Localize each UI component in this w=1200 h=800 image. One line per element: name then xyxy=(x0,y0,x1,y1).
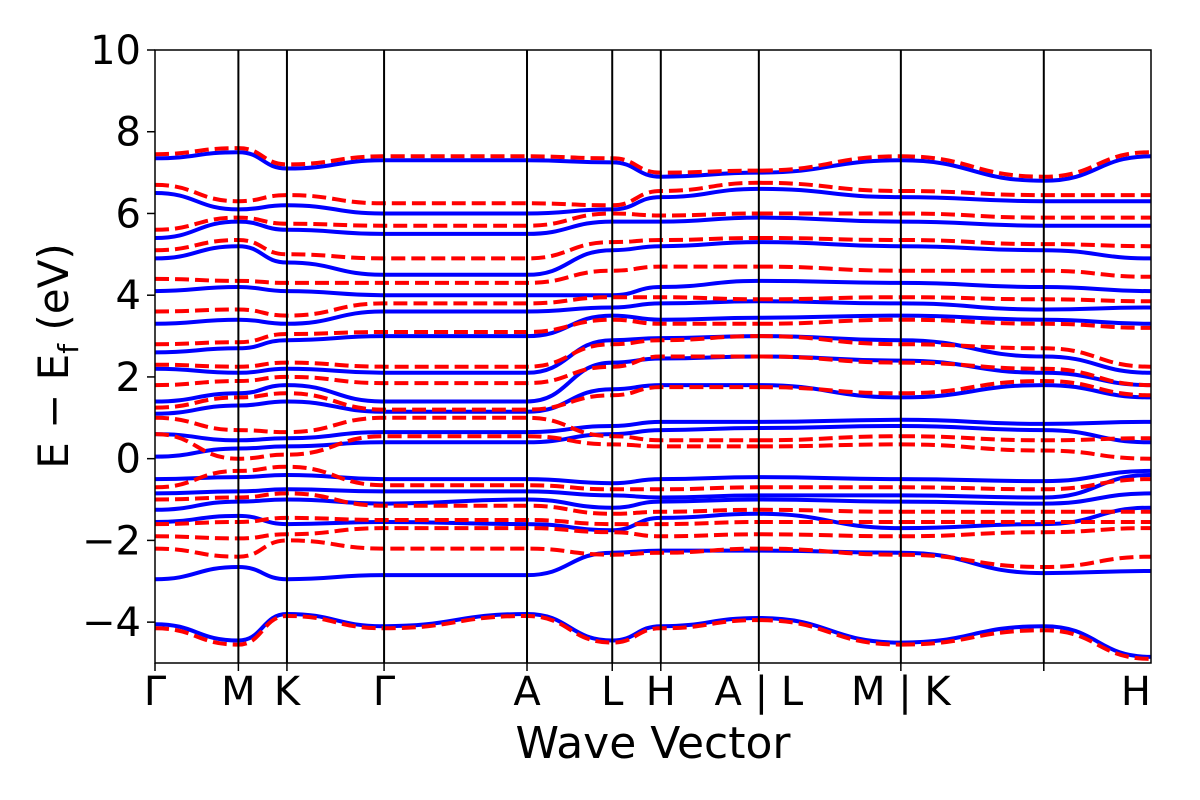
blue-solid-band-13-seg2 xyxy=(900,280,1151,294)
x-tick-label-7: A | L xyxy=(715,669,804,715)
blue-solid-band-8-seg2 xyxy=(900,383,1151,400)
y-tick-label-1: −2 xyxy=(82,518,141,564)
blue-solid-band-6-seg1 xyxy=(758,424,901,430)
red-dashed-band-11-seg1 xyxy=(758,317,901,326)
red-dashed-band-8-seg0 xyxy=(155,385,759,412)
red-dashed-band-7-seg0 xyxy=(155,415,759,443)
red-dashed-band-0-seg0 xyxy=(155,613,759,647)
blue-solid-band-7-seg2 xyxy=(900,417,1151,426)
red-dashed-band-16-seg2 xyxy=(900,189,1151,198)
red-dashed-band-9-seg1 xyxy=(758,354,901,365)
blue-solid-band-1-seg2 xyxy=(900,550,1151,576)
x-tick-label-9: H xyxy=(1121,669,1151,715)
blue-solid-band-12-seg1 xyxy=(758,299,901,306)
blue-solid-band-5-seg0 xyxy=(155,472,759,486)
y-tick-label-0: −4 xyxy=(82,600,141,646)
blue-solid-band-13-seg1 xyxy=(758,278,901,285)
red-dashed-band-9-seg0 xyxy=(155,354,759,388)
red-dashed-band-2-seg0 xyxy=(155,526,759,541)
blue-solid-band-15-seg0 xyxy=(155,215,759,240)
red-dashed-band-7-seg1 xyxy=(758,434,901,443)
red-dashed-band-0-seg2 xyxy=(900,628,1151,661)
blue-solid-band-14-seg0 xyxy=(155,240,759,277)
red-dashed-band-15-seg2 xyxy=(900,211,1151,220)
red-dashed-band-1-seg0 xyxy=(155,538,759,559)
plot-frame xyxy=(154,49,1152,664)
x-tick-label-0: Γ xyxy=(144,669,167,715)
x-tick-label-2: K xyxy=(274,669,302,715)
y-tick-label-6: 8 xyxy=(116,110,141,156)
blue-solid-band-15-seg2 xyxy=(900,219,1151,228)
blue-solid-band-5-seg1 xyxy=(758,475,901,482)
y-tick-label-7: 10 xyxy=(90,28,141,74)
blue-solid-band-11-seg0 xyxy=(155,313,759,355)
high-symmetry-lines xyxy=(237,50,1045,663)
blue-solid-band-0-seg0 xyxy=(155,611,759,643)
red-dashed-band-5-seg0 xyxy=(155,464,759,492)
red-dashed-band-14-seg1 xyxy=(758,236,901,242)
x-tick-label-1: M xyxy=(221,669,256,715)
y-axis-label-subscript: f xyxy=(52,343,85,354)
blue-solid-band-8-seg0 xyxy=(155,383,759,416)
bands-layer xyxy=(155,146,1151,661)
y-axis-label-unit: (eV) xyxy=(29,243,78,344)
red-dashed-band-4-seg0 xyxy=(155,491,759,516)
y-tick-label-5: 6 xyxy=(116,191,141,237)
blue-solid-band-16-seg1 xyxy=(758,186,901,200)
x-tick-label-3: Γ xyxy=(373,669,396,715)
red-dashed-band-13-seg2 xyxy=(900,268,1151,279)
red-dashed-band-14-seg0 xyxy=(155,236,759,261)
red-dashed-band-12-seg1 xyxy=(758,295,901,302)
blue-solid-band-16-seg2 xyxy=(900,195,1151,204)
x-axis-label: Wave Vector xyxy=(516,718,792,769)
blue-solid-band-7-seg1 xyxy=(758,417,901,424)
red-dashed-band-2-seg1 xyxy=(758,532,901,539)
blue-solid-band-3-seg0 xyxy=(155,497,759,512)
red-dashed-band-17-seg0 xyxy=(155,146,759,175)
red-dashed-band-16-seg1 xyxy=(758,180,901,193)
y-axis-ticks: −4 −2 0 2 4 6 8 10 xyxy=(82,28,155,646)
x-tick-label-6: H xyxy=(646,669,676,715)
x-tick-label-4: A xyxy=(513,669,541,715)
red-dashed-band-17-seg1 xyxy=(758,154,901,173)
red-dashed-band-6-seg0 xyxy=(155,432,759,461)
blue-solid-band-17-seg0 xyxy=(155,150,759,179)
red-dashed-band-11-seg0 xyxy=(155,317,759,347)
red-dashed-band-4-seg1 xyxy=(758,507,901,514)
red-dashed-band-13-seg1 xyxy=(758,264,901,273)
red-dashed-band-13-seg0 xyxy=(155,264,759,285)
red-dashed-band-6-seg1 xyxy=(758,442,901,449)
blue-solid-band-17-seg1 xyxy=(758,158,901,175)
blue-solid-band-3-seg1 xyxy=(758,497,901,504)
red-dashed-band-15-seg0 xyxy=(155,211,759,232)
red-dashed-band-6-seg2 xyxy=(900,442,1151,461)
blue-solid-band-14-seg2 xyxy=(900,244,1151,261)
y-axis-label-main: E − E xyxy=(29,354,78,469)
x-tick-label-5: L xyxy=(601,669,624,715)
x-tick-label-8: M | K xyxy=(851,669,952,715)
red-dashed-band-16-seg0 xyxy=(155,180,759,208)
red-dashed-band-1-seg1 xyxy=(758,546,901,557)
blue-solid-band-7-seg0 xyxy=(155,419,759,443)
blue-solid-band-11-seg1 xyxy=(758,313,901,320)
blue-solid-band-14-seg1 xyxy=(758,240,901,249)
blue-solid-band-1-seg0 xyxy=(155,548,759,582)
red-dashed-band-12-seg2 xyxy=(900,295,1151,304)
red-dashed-band-10-seg1 xyxy=(758,334,901,347)
red-dashed-band-0-seg1 xyxy=(758,618,901,647)
blue-solid-band-10-seg0 xyxy=(155,334,759,375)
red-dashed-band-10-seg0 xyxy=(155,334,759,369)
y-axis-label: E − Ef (eV) xyxy=(29,243,85,469)
blue-solid-band-15-seg1 xyxy=(758,215,901,224)
red-dashed-band-7-seg2 xyxy=(900,434,1151,443)
blue-solid-band-12-seg2 xyxy=(900,301,1151,312)
y-tick-label-2: 0 xyxy=(116,437,141,483)
y-tick-label-4: 4 xyxy=(116,273,141,319)
red-dashed-band-8-seg1 xyxy=(758,385,901,396)
y-tick-label-3: 2 xyxy=(116,355,141,401)
